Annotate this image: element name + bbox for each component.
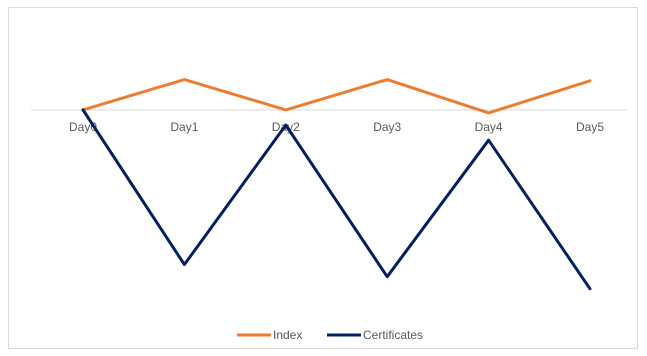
- line-chart: Day0 Day1 Day2 Day3 Day4 Day5 Index Certificat…: [31, 78, 627, 342]
- legend: Index Certificates: [237, 328, 423, 342]
- legend-label-certificates: Certificates: [363, 328, 423, 342]
- x-tick-label: Day5: [576, 120, 604, 134]
- chart-area: Day0 Day1 Day2 Day3 Day4 Day5 Index Certificat…: [8, 7, 638, 349]
- x-tick-label: Day3: [373, 120, 401, 134]
- x-tick-label: Day4: [475, 120, 503, 134]
- x-tick-label: Day1: [170, 120, 198, 134]
- series-line-index: [81, 78, 592, 115]
- legend-label-index: Index: [273, 328, 302, 342]
- series-line-certificates: [81, 108, 592, 291]
- category-tick-labels: Day0 Day1 Day2 Day3 Day4 Day5: [69, 120, 604, 134]
- series-lines: [81, 78, 592, 291]
